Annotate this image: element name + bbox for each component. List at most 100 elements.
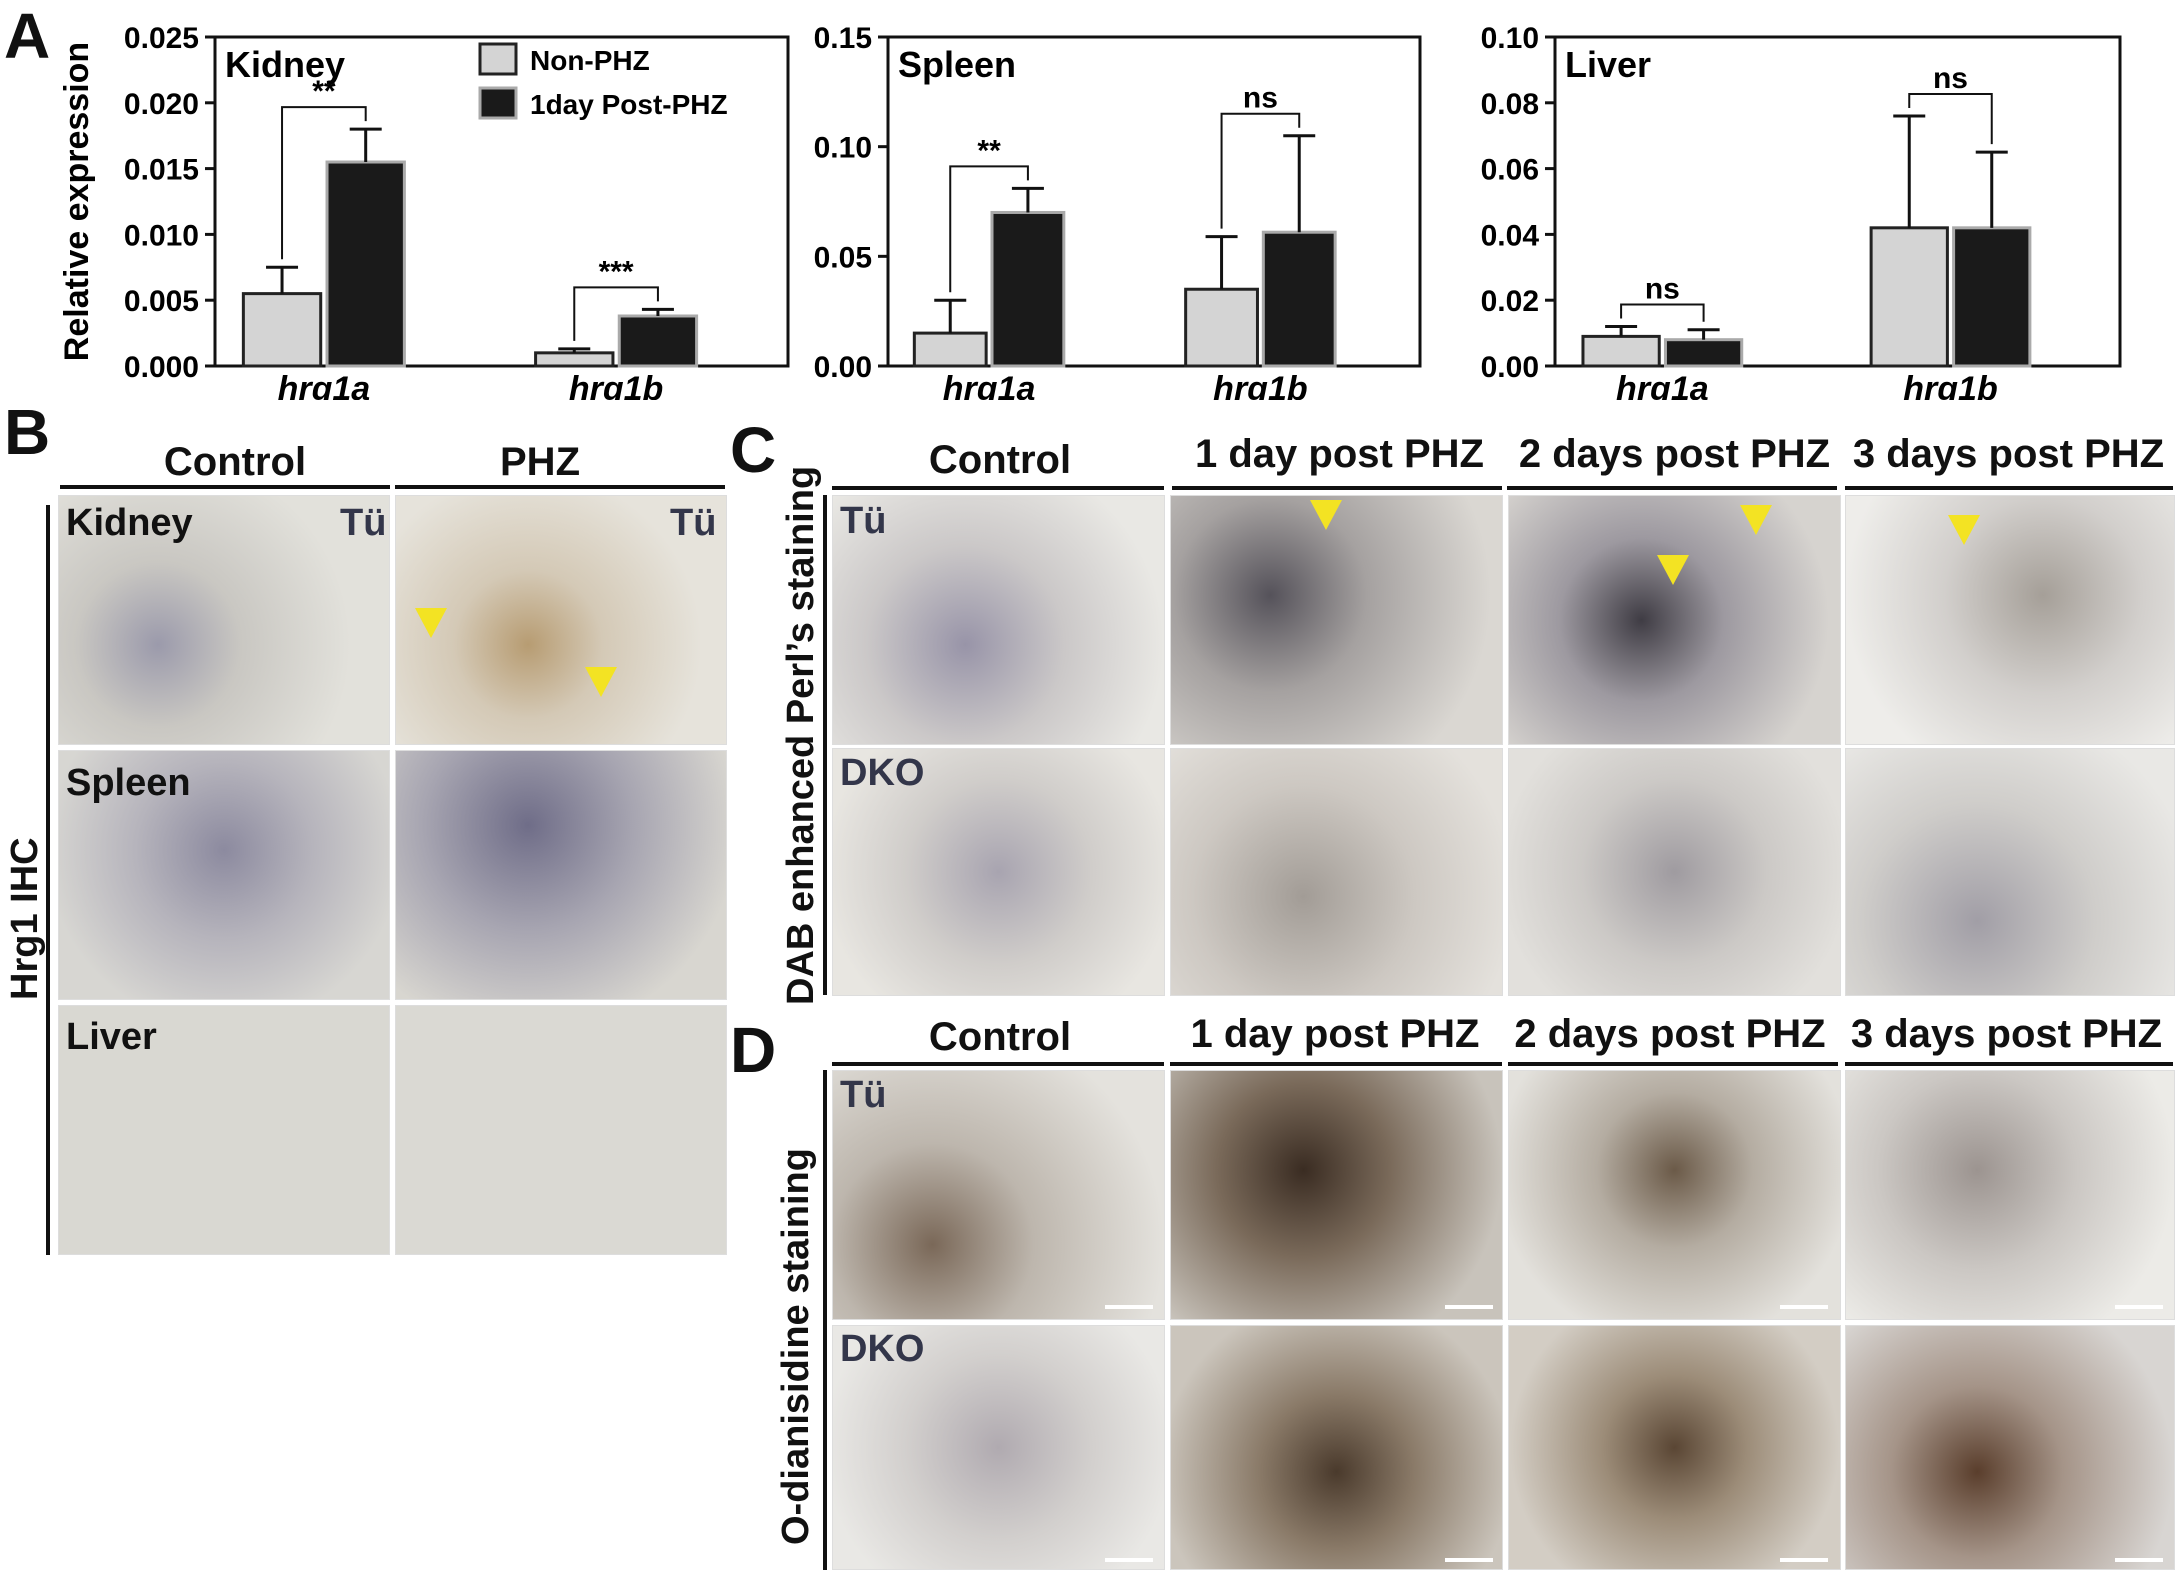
y-tick-label: 0.06	[1481, 154, 1539, 187]
d-tile-tu-3days	[1845, 1070, 2175, 1320]
c-tile-dko-control	[832, 748, 1165, 996]
x-tick-label: hrg1a	[943, 370, 1036, 400]
c-tile-dko-1day	[1170, 748, 1503, 996]
scale-bar	[2115, 1558, 2163, 1562]
d-side-label: O-dianisidine staining	[775, 1148, 817, 1545]
panel-a-charts: 0.000 0.005 0.010 0.015 0.020 0.025 Kidney hrg1…	[58, 22, 2122, 400]
b-side-label: Hrg1 IHC	[4, 837, 46, 1000]
panel-letter-d: D	[730, 1014, 777, 1086]
scale-bar	[1780, 1558, 1828, 1562]
x-tick-label: hrg1b	[1903, 370, 1997, 400]
c-col-header-3days: 3 days post PHZ	[1852, 432, 2165, 476]
d-tile-dko-1day	[1170, 1325, 1503, 1570]
d-col-header-2days: 2 days post PHZ	[1514, 1012, 1826, 1056]
c-tile-tu-3days	[1845, 495, 2175, 745]
c-row-label-dko: DKO	[840, 752, 925, 794]
panel-letter-b: B	[4, 396, 51, 468]
bar	[1663, 338, 1744, 368]
c-side-label: DAB enhanced Perl’s staining	[780, 465, 822, 1005]
scale-bar	[1105, 1558, 1153, 1562]
b-row-label-spleen: Spleen	[66, 762, 191, 804]
significance-bracket	[573, 286, 659, 341]
d-row-label-dko: DKO	[840, 1328, 925, 1370]
y-tick-label: 0.10	[1481, 22, 1539, 55]
panel-letter-c: C	[730, 414, 777, 486]
c-col-header-1day: 1 day post PHZ	[1195, 432, 1484, 476]
x-tick-label: hrg1a	[1616, 370, 1709, 400]
c-header-line-3days	[1845, 486, 2173, 490]
d-col-header-1day: 1 day post PHZ	[1190, 1012, 1480, 1056]
bar	[241, 292, 323, 368]
y-tick-label: 0.015	[124, 154, 199, 187]
c-tile-tu-1day	[1170, 495, 1503, 745]
scale-bar	[1780, 1305, 1828, 1309]
bar	[325, 160, 406, 368]
significance-label: ns	[1933, 62, 1968, 95]
legend-label: Non-PHZ	[530, 45, 650, 76]
bar	[1184, 287, 1259, 368]
c-header-line-1day	[1172, 486, 1502, 490]
c-tile-dko-3days	[1845, 748, 2175, 996]
d-tile-tu-2days	[1508, 1070, 1841, 1320]
bar	[534, 351, 615, 368]
c-tile-tu-2days	[1508, 495, 1841, 745]
d-header-line-2days	[1508, 1062, 1838, 1066]
y-tick-label: 0.10	[814, 132, 872, 165]
significance-label: ns	[1243, 82, 1278, 115]
significance-bracket	[949, 165, 1029, 293]
x-tick-label: hrg1b	[1213, 370, 1307, 400]
scale-bar	[1445, 1558, 1493, 1562]
chart-title: Kidney	[225, 44, 345, 85]
b-header-line-phz	[395, 485, 725, 489]
b-row-label-liver: Liver	[66, 1016, 157, 1058]
d-tile-dko-3days	[1845, 1325, 2175, 1570]
b-tile-liver-phz	[395, 1005, 727, 1255]
b-row-label-kidney: Kidney	[66, 502, 193, 544]
scale-bar	[1105, 1305, 1153, 1309]
significance-label: **	[312, 75, 336, 108]
y-tick-label: 0.025	[124, 22, 199, 55]
b-tile-spleen-control	[58, 750, 390, 1000]
b-col-header-control: Control	[163, 440, 307, 484]
c-arrow-1	[1310, 500, 1342, 530]
d-tile-dko-control	[832, 1325, 1165, 1570]
x-tick-label: hrg1b	[569, 370, 663, 400]
c-header-line-2days	[1507, 486, 1837, 490]
significance-bracket	[1908, 92, 1993, 145]
c-side-line	[823, 495, 827, 995]
bar	[912, 331, 988, 368]
y-tick-label: 0.08	[1481, 88, 1539, 121]
significance-bracket	[281, 106, 367, 260]
b-genotype-label-control: Tü	[340, 502, 387, 544]
b-tile-kidney-control	[58, 495, 390, 745]
b-arrow-2	[585, 667, 617, 697]
bar	[1581, 334, 1661, 368]
d-side-line	[823, 1070, 827, 1570]
y-tick-label: 0.15	[814, 22, 872, 55]
y-tick-label: 0.020	[124, 88, 199, 121]
y-tick-label: 0.005	[124, 285, 199, 318]
c-tile-dko-2days	[1508, 748, 1841, 996]
bar	[990, 210, 1066, 368]
bar	[1261, 230, 1337, 368]
c-col-header-control: Control	[928, 438, 1072, 482]
d-tile-tu-1day	[1170, 1070, 1503, 1320]
panel-letter-a: A	[4, 0, 51, 72]
c-arrow-4	[1948, 515, 1980, 545]
chart-frame	[1553, 35, 2122, 368]
b-tile-kidney-phz	[395, 495, 727, 745]
d-col-header-3days: 3 days post PHZ	[1850, 1012, 2163, 1056]
d-header-line-control	[832, 1062, 1164, 1066]
c-col-header-2days: 2 days post PHZ	[1518, 432, 1831, 476]
c-row-label-tu: Tü	[840, 500, 887, 542]
c-arrow-3	[1740, 505, 1772, 535]
d-col-header-control: Control	[928, 1015, 1072, 1059]
scale-bar	[2115, 1305, 2163, 1309]
y-tick-label: 0.00	[1481, 351, 1539, 384]
bar	[1952, 226, 2032, 368]
b-col-header-phz: PHZ	[500, 440, 580, 484]
b-side-line	[46, 505, 50, 1255]
c-header-line-control	[832, 486, 1164, 490]
y-tick-label: 0.010	[124, 219, 199, 252]
significance-label: ***	[599, 255, 634, 288]
